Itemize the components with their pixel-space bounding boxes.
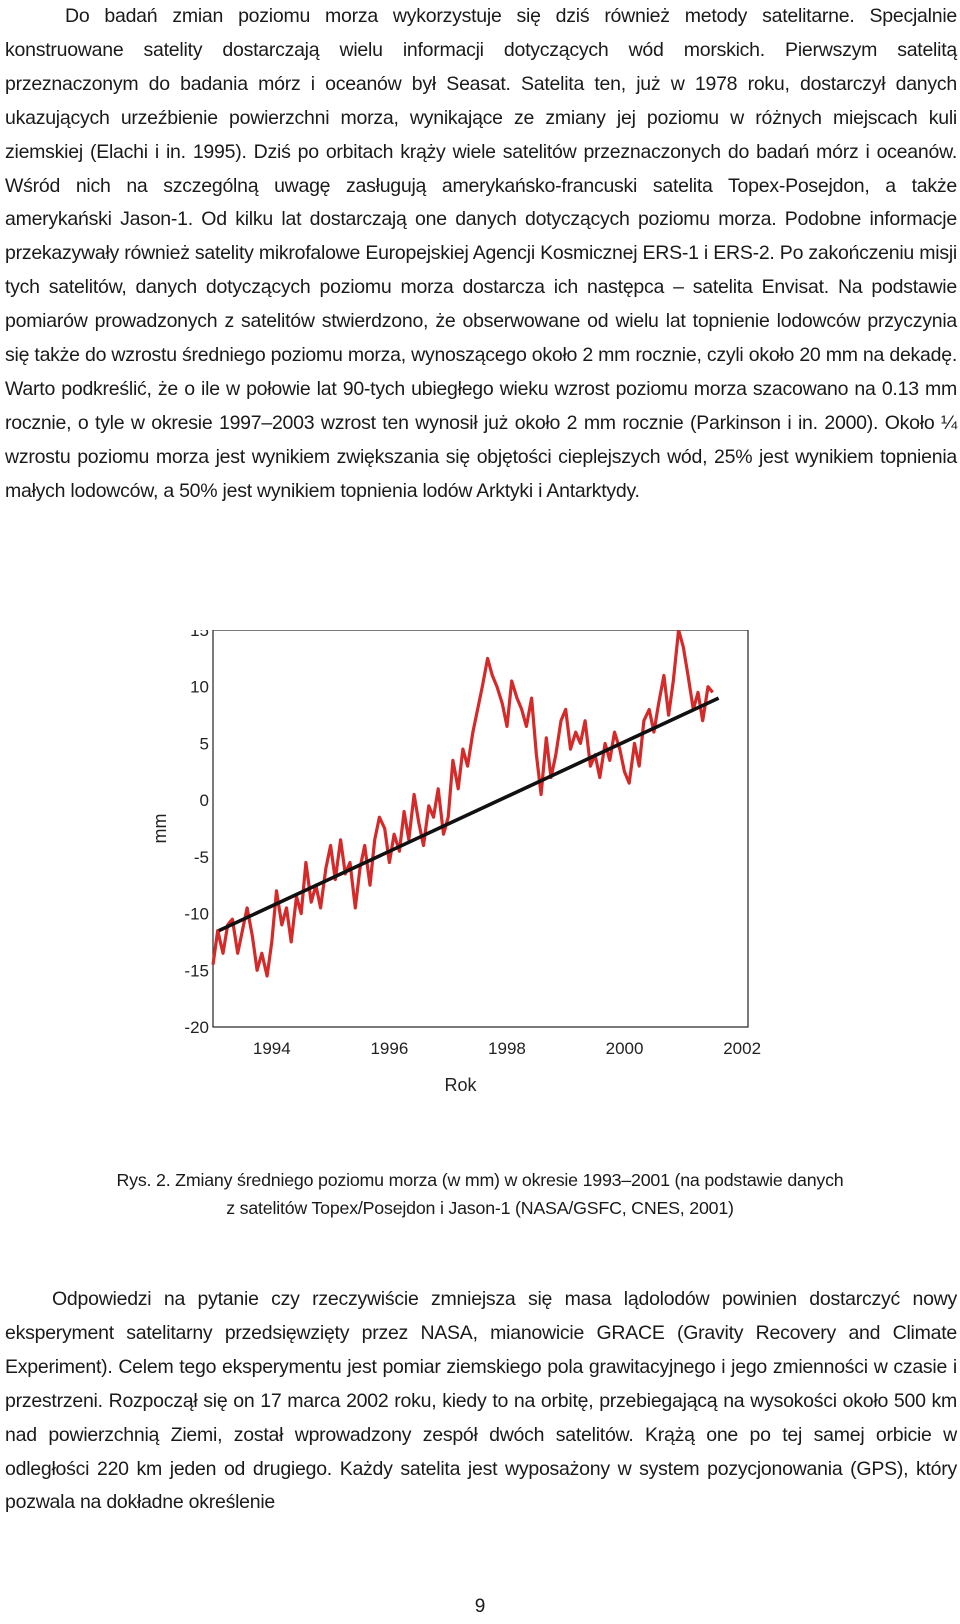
y-tick-label: 10	[190, 678, 209, 697]
y-tick-label: -15	[184, 961, 209, 980]
x-tick-label: 1998	[488, 1039, 526, 1058]
plot-frame	[212, 630, 749, 1028]
y-tick-label: 5	[200, 734, 209, 753]
y-tick-label: -10	[184, 905, 209, 924]
x-tick-label: 2002	[723, 1039, 761, 1058]
caption-line-1: Rys. 2. Zmiany średniego poziomu morza (…	[116, 1170, 844, 1190]
y-axis-label: mm	[150, 814, 170, 844]
chart-svg: 15 10 5 0 -5 -10 -15 -20 1994 1996 1998 2000 2002 R…	[150, 630, 761, 1095]
paragraph-grace: Odpowiedzi na pytanie czy rzeczywiście z…	[5, 1288, 957, 1514]
x-axis-label: Rok	[444, 1075, 477, 1095]
sea-level-chart: 15 10 5 0 -5 -10 -15 -20 1994 1996 1998 2000 2002 R…	[150, 630, 800, 1140]
x-axis-ticks: 1994 1996 1998 2000 2002	[253, 1039, 761, 1058]
x-tick-label: 1996	[370, 1039, 408, 1058]
trend-line	[218, 696, 720, 933]
series-layer	[211, 630, 720, 978]
caption-line-2: z satelitów Topex/Posejdon i Jason-1 (NA…	[226, 1198, 734, 1218]
sea-level-series-line	[211, 630, 714, 978]
x-tick-label: 2000	[606, 1039, 644, 1058]
figure-caption: Rys. 2. Zmiany średniego poziomu morza (…	[0, 1166, 960, 1222]
page-number: 9	[474, 1596, 486, 1617]
y-tick-label: -20	[184, 1018, 209, 1037]
y-tick-label: -5	[194, 848, 209, 867]
x-tick-label: 1994	[253, 1039, 291, 1058]
y-tick-label: 0	[200, 791, 209, 810]
y-axis-ticks: 15 10 5 0 -5 -10 -15 -20	[184, 630, 209, 1037]
y-tick-label: 15	[190, 630, 209, 640]
paragraph-intro: Do badań zmian poziomu morza wykorzystuj…	[5, 5, 957, 502]
